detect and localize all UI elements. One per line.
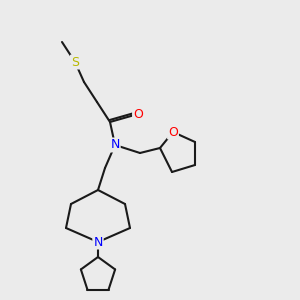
Text: S: S [71, 56, 79, 68]
Text: N: N [110, 139, 120, 152]
Text: O: O [168, 125, 178, 139]
Text: N: N [93, 236, 103, 248]
Text: O: O [133, 107, 143, 121]
